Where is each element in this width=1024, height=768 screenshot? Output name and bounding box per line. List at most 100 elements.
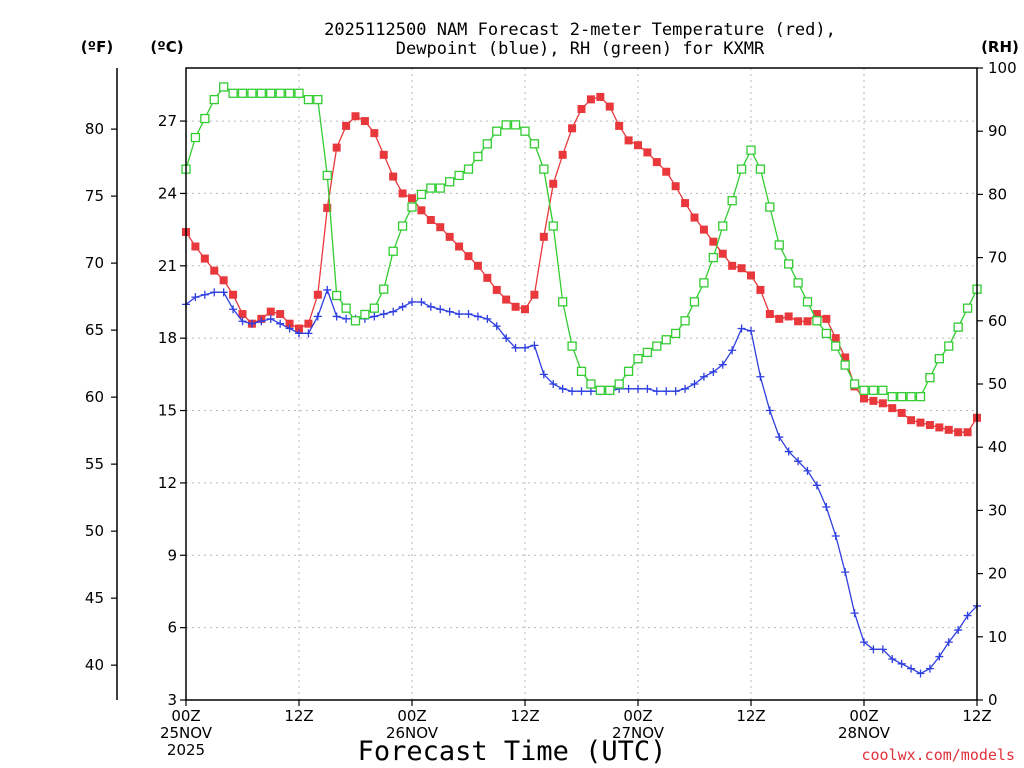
temperature-point [709, 237, 718, 246]
rh-point [322, 170, 332, 181]
rh-point [190, 132, 201, 143]
series-layer [181, 82, 982, 678]
temperature-point [718, 249, 727, 258]
temperature-point [822, 314, 831, 323]
temperature-point [389, 172, 398, 181]
dewpoint-point [869, 645, 878, 654]
time-tick-label: 00Z [397, 707, 426, 725]
dewpoint-point [568, 387, 577, 396]
temperature-point [238, 310, 247, 319]
rh-point [341, 303, 351, 313]
dewpoint-point [671, 387, 680, 396]
dewpoint-point [897, 659, 906, 668]
dewpoint-point [417, 297, 426, 306]
chart-title-line-1: 2025112500 NAM Forecast 2-meter Temperat… [324, 20, 836, 40]
rh-point [887, 391, 897, 402]
temperature-point [304, 319, 313, 328]
dewpoint-point [304, 329, 313, 338]
rh-point [228, 88, 238, 98]
dewpoint-point [530, 341, 539, 350]
rh-point [812, 316, 822, 326]
rh-point [576, 366, 587, 377]
dewpoint-point [756, 372, 765, 381]
dewpoint-point [266, 314, 275, 323]
time-tick-label: 25NOV [160, 724, 213, 742]
rh-tick-label: 30 [988, 501, 1007, 519]
temperature-point [539, 232, 548, 241]
dewpoint-point [878, 645, 887, 654]
temperature-point [963, 428, 972, 437]
rh-point [765, 202, 775, 212]
rh-tick-label: 90 [988, 122, 1007, 140]
temperature-point [455, 242, 464, 251]
rh-point [247, 88, 257, 98]
dewpoint-point [699, 372, 708, 381]
temperature-point [332, 143, 341, 152]
dewpoint-point [210, 288, 219, 297]
rh-point [360, 309, 370, 320]
dewpoint-point [370, 312, 379, 321]
fahrenheit-ticks: 40 45 50 55 60 65 70 75 80 [85, 120, 117, 674]
temperature-point [530, 290, 539, 299]
x-axis-label: Forecast Time (UTC) [358, 736, 667, 767]
temperature-point [351, 112, 360, 121]
temperature-point [276, 310, 285, 319]
temperature-point [483, 273, 492, 282]
rh-point [793, 278, 803, 288]
rh-tick-label: 0 [988, 691, 998, 709]
dewpoint-point [850, 609, 859, 618]
fahrenheit-tick-label: 75 [85, 187, 104, 205]
celsius-tick-label: 18 [158, 329, 177, 347]
dewpoint-point [709, 367, 718, 376]
temperature-point [210, 266, 219, 275]
temperature-point [191, 242, 200, 251]
fahrenheit-tick-label: 45 [85, 589, 104, 607]
dewpoint-point [822, 503, 831, 512]
rh-point [878, 385, 888, 395]
rh-point [219, 82, 229, 92]
temperature-point [379, 150, 388, 159]
dewpoint-line [185, 287, 978, 675]
dewpoint-point [229, 305, 238, 314]
rh-point [652, 341, 662, 351]
temperature-point [935, 423, 944, 432]
rh-point [699, 278, 709, 288]
temperature-point [925, 421, 934, 430]
celsius-ticks: 3 6 9 12 15 18 21 24 27 [158, 112, 186, 709]
temperature-point [954, 428, 963, 437]
rh-point [944, 341, 954, 351]
temperature-point [765, 310, 774, 319]
temperature-point [681, 199, 690, 208]
temperature-point [408, 194, 416, 203]
dewpoint-point [295, 329, 303, 338]
dewpoint-point [681, 384, 690, 393]
fahrenheit-tick-label: 80 [85, 120, 104, 138]
temperature-point [492, 285, 501, 294]
rh-point [567, 341, 577, 351]
rh-point [623, 366, 634, 377]
temperature-point [342, 121, 351, 130]
temperature-point [586, 95, 595, 104]
rh-point [925, 373, 935, 383]
rh-point [463, 164, 474, 174]
dewpoint-point [944, 638, 953, 647]
dewpoint-point [916, 669, 925, 678]
temperature-point [916, 418, 925, 427]
rh-point [237, 88, 248, 98]
dewpoint-point [812, 481, 821, 490]
celsius-unit-label: (ºC) [150, 38, 183, 56]
rh-point [586, 379, 596, 389]
temperature-point [699, 225, 708, 234]
plot-frame [185, 67, 978, 701]
dewpoint-point [690, 380, 699, 388]
dewpoint-point [549, 380, 558, 388]
time-tick-label: 12Z [736, 707, 765, 725]
temperature-point [737, 264, 746, 273]
celsius-tick-label: 12 [158, 474, 177, 492]
temperature-point [445, 232, 454, 241]
temperature-point [511, 302, 520, 311]
rh-point [303, 94, 314, 105]
rh-point [605, 385, 615, 395]
temperature-point [841, 353, 850, 362]
dewpoint-point [257, 317, 266, 326]
